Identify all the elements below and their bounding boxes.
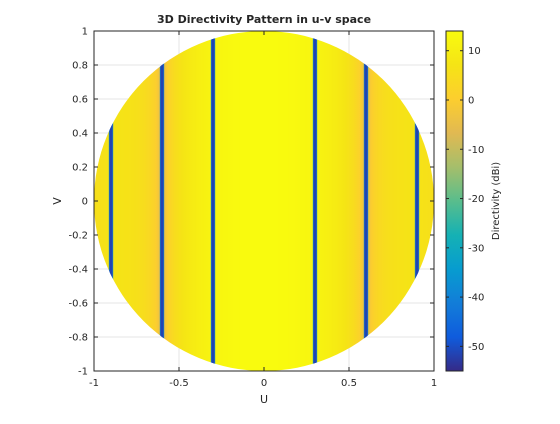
x-axis-label: U bbox=[260, 393, 268, 406]
colorbar-tick-label: -10 bbox=[468, 145, 484, 156]
y-tick-label: -0.6 bbox=[68, 299, 88, 310]
y-axis-label: V bbox=[51, 197, 64, 205]
colorbar-tick-label: -20 bbox=[468, 194, 484, 205]
colorbar-tick-label: -40 bbox=[468, 293, 484, 304]
colorbar-ticks: 10 0 -10 -20 -30 -40 -50 bbox=[446, 46, 484, 353]
y-tick-label: -1 bbox=[78, 367, 88, 378]
colorbar bbox=[445, 30, 464, 372]
null-line bbox=[109, 31, 113, 371]
null-line bbox=[313, 31, 317, 371]
x-axis-ticks: -1 -0.5 0 0.5 1 bbox=[89, 31, 437, 389]
x-tick-label: 1 bbox=[431, 378, 437, 389]
y-tick-label: -0.4 bbox=[68, 265, 88, 276]
y-tick-label: 0.8 bbox=[72, 61, 88, 72]
null-line bbox=[211, 31, 215, 371]
x-tick-label: 0 bbox=[261, 378, 267, 389]
colorbar-label: Directivity (dBi) bbox=[491, 162, 502, 240]
colorbar-tick-label: -50 bbox=[468, 342, 484, 353]
heatmap-fill bbox=[94, 31, 434, 371]
null-line bbox=[364, 31, 368, 371]
colorbar-tick-label: 0 bbox=[468, 95, 474, 106]
chart-title: 3D Directivity Pattern in u-v space bbox=[157, 13, 371, 26]
heatmap-layer bbox=[94, 31, 434, 371]
x-tick-label: 0.5 bbox=[341, 378, 357, 389]
y-tick-label: 0.4 bbox=[72, 129, 88, 140]
colorbar-tick-label: 10 bbox=[468, 46, 481, 57]
y-tick-label: -0.2 bbox=[68, 231, 88, 242]
x-tick-label: -1 bbox=[89, 378, 99, 389]
colorbar-tick-label: -30 bbox=[468, 243, 484, 254]
x-tick-label: -0.5 bbox=[169, 378, 189, 389]
y-tick-label: 0 bbox=[82, 197, 88, 208]
y-tick-label: -0.8 bbox=[68, 333, 88, 344]
null-line bbox=[415, 31, 419, 371]
y-tick-label: 0.2 bbox=[72, 163, 88, 174]
y-axis-ticks: 1 0.8 0.6 0.4 0.2 0 -0.2 -0.4 -0.6 -0.8 -1 bbox=[68, 27, 434, 378]
y-tick-label: 1 bbox=[82, 27, 88, 38]
y-tick-label: 0.6 bbox=[72, 95, 88, 106]
null-line bbox=[160, 31, 164, 371]
